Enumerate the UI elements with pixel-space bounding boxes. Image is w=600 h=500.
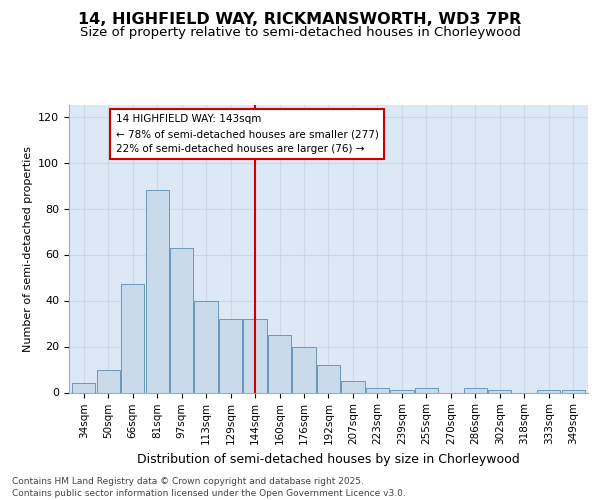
Bar [121,284,144,393]
Bar [170,248,193,392]
Bar [317,365,340,392]
Bar [415,388,438,392]
Bar [391,390,413,392]
Bar [146,190,169,392]
Bar [562,390,585,392]
Bar [97,370,120,392]
Bar [292,346,316,393]
Bar [464,388,487,392]
Y-axis label: Number of semi-detached properties: Number of semi-detached properties [23,146,32,352]
Text: Size of property relative to semi-detached houses in Chorleywood: Size of property relative to semi-detach… [80,26,520,39]
Text: Contains HM Land Registry data © Crown copyright and database right 2025.
Contai: Contains HM Land Registry data © Crown c… [12,476,406,498]
Bar [341,381,365,392]
Text: 14, HIGHFIELD WAY, RICKMANSWORTH, WD3 7PR: 14, HIGHFIELD WAY, RICKMANSWORTH, WD3 7P… [79,12,521,28]
Bar [194,300,218,392]
Bar [244,319,266,392]
Bar [219,319,242,392]
Text: 14 HIGHFIELD WAY: 143sqm
← 78% of semi-detached houses are smaller (277)
22% of : 14 HIGHFIELD WAY: 143sqm ← 78% of semi-d… [116,114,379,154]
Bar [488,390,511,392]
Bar [366,388,389,392]
Bar [537,390,560,392]
Bar [268,335,291,392]
Bar [72,384,95,392]
X-axis label: Distribution of semi-detached houses by size in Chorleywood: Distribution of semi-detached houses by … [137,452,520,466]
